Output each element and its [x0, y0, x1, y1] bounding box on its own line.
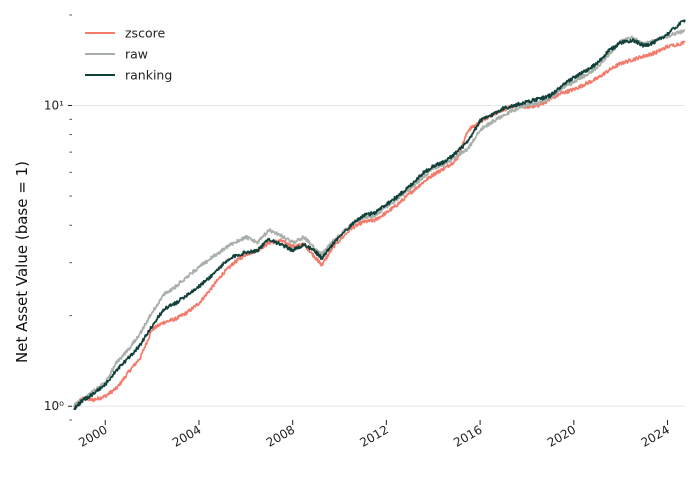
legend-label-ranking: ranking: [125, 68, 172, 83]
x-tick-label-6: 2024: [639, 422, 672, 449]
x-tick-label-4: 2016: [451, 422, 484, 449]
series-layer: [73, 19, 686, 411]
legend: zscore raw ranking: [85, 26, 172, 83]
legend-label-zscore: zscore: [125, 26, 165, 41]
x-tick-label-2: 2008: [264, 422, 297, 449]
series-line-zscore: [73, 40, 686, 408]
x-tick-label-1: 2004: [170, 422, 203, 449]
y-tick-label-0: 10⁰: [44, 399, 64, 413]
grid-layer: [72, 105, 685, 407]
y-axis-title: Net Asset Value (base = 1): [13, 161, 31, 363]
y-tick-label-1: 10¹: [44, 99, 64, 113]
series-line-ranking: [73, 19, 686, 411]
legend-label-raw: raw: [125, 47, 148, 62]
axis-layer: 10⁰ 10¹ 2000 2004 2008 2012 2016 2020 2024: [44, 14, 672, 450]
x-tick-label-3: 2012: [357, 422, 390, 449]
x-tick-label-0: 2000: [76, 422, 109, 449]
x-tick-label-5: 2020: [545, 422, 578, 449]
